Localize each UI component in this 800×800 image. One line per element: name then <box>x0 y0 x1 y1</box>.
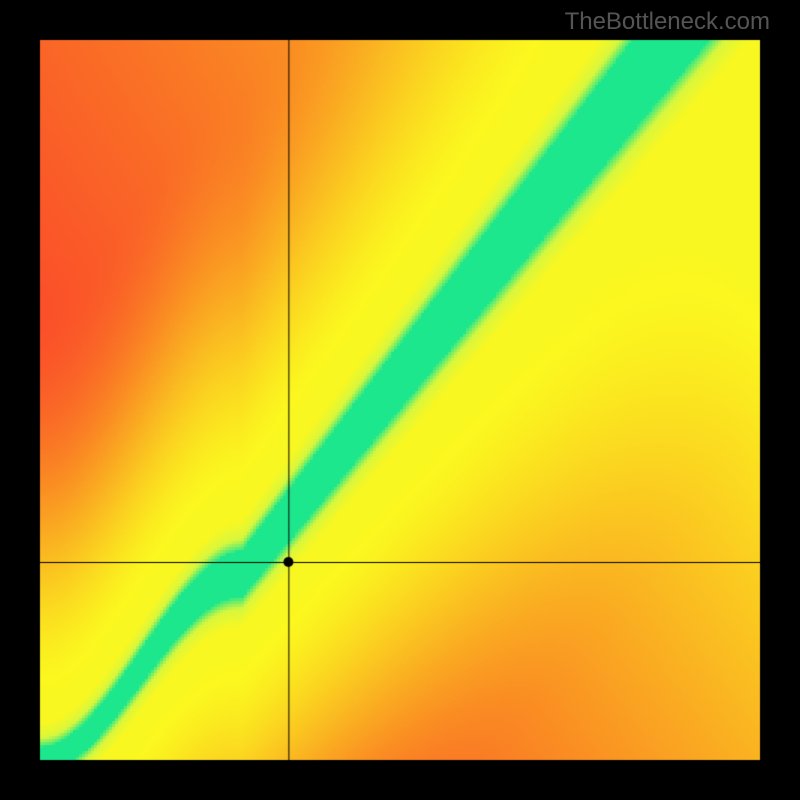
watermark-text: TheBottleneck.com <box>565 8 770 36</box>
bottleneck-heatmap <box>0 0 800 800</box>
